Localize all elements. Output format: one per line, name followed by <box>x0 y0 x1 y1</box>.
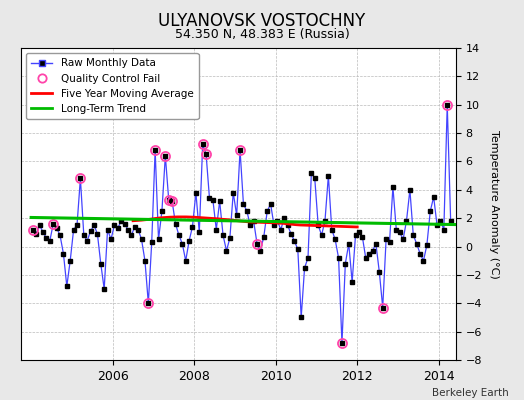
Text: Berkeley Earth: Berkeley Earth <box>432 388 508 398</box>
Text: ULYANOVSK VOSTOCHNY: ULYANOVSK VOSTOCHNY <box>158 12 366 30</box>
Text: 54.350 N, 48.383 E (Russia): 54.350 N, 48.383 E (Russia) <box>174 28 350 41</box>
Legend: Raw Monthly Data, Quality Control Fail, Five Year Moving Average, Long-Term Tren: Raw Monthly Data, Quality Control Fail, … <box>26 53 199 119</box>
Y-axis label: Temperature Anomaly (°C): Temperature Anomaly (°C) <box>489 130 499 278</box>
